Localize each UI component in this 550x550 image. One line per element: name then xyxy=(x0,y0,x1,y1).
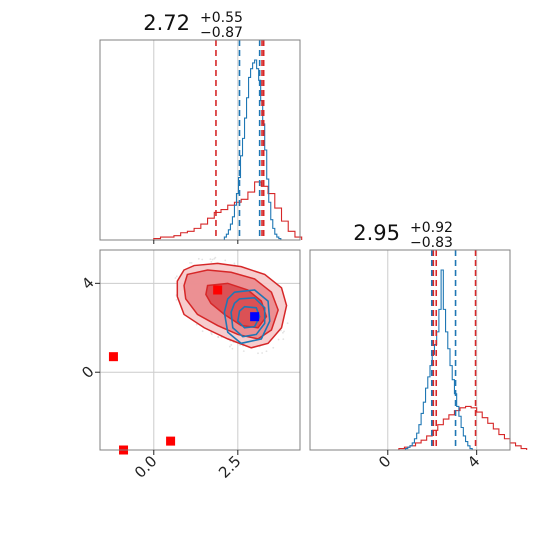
sample-point xyxy=(175,298,178,301)
histogram-red xyxy=(387,405,528,451)
blue-contour xyxy=(230,296,266,338)
sample-point xyxy=(282,331,284,334)
sample-point xyxy=(257,352,259,355)
param1-title-plus: +0.55 xyxy=(200,10,243,26)
sample-point xyxy=(189,261,191,264)
x-tick-label: 0.0 xyxy=(131,452,161,482)
x-tick-label: 2.5 xyxy=(215,452,245,482)
sample-point xyxy=(272,346,275,349)
sample-point xyxy=(261,352,264,354)
sample-point xyxy=(282,338,285,341)
histogram-blue xyxy=(223,59,282,240)
marker-marker_red xyxy=(213,285,223,295)
sample-point xyxy=(210,333,213,336)
sample-point xyxy=(283,330,285,333)
sample-point xyxy=(242,350,245,352)
sample-point xyxy=(265,350,268,353)
y-tick-label: 0 xyxy=(78,362,97,381)
sample-point xyxy=(217,335,219,338)
sample-point xyxy=(201,330,204,333)
sample-point xyxy=(229,345,231,348)
sample-point xyxy=(214,256,217,259)
sample-point xyxy=(174,277,177,279)
histogram-red xyxy=(100,181,303,241)
marginal-panel-param1: 2.72 +0.55 −0.87 xyxy=(99,10,303,241)
sample-point xyxy=(210,332,212,334)
sample-point xyxy=(201,258,204,261)
sample-point xyxy=(190,261,193,264)
y-tick-label: 4 xyxy=(78,274,97,293)
sample-point xyxy=(195,323,198,326)
sample-point xyxy=(209,258,212,261)
joint-panel: 0.0 2.5 0 4 xyxy=(78,249,301,482)
marginal-panel-param2: 2.95 +0.92 −0.83 0 4 xyxy=(309,220,528,472)
param2-title-minus: −0.83 xyxy=(410,235,453,251)
param2-title: 2.95 xyxy=(353,221,400,245)
sample-point xyxy=(224,259,227,262)
x-tick-label: 4 xyxy=(464,452,483,471)
sample-point xyxy=(286,322,289,325)
x-tick-label: 0 xyxy=(375,452,394,471)
sample-point xyxy=(210,261,213,263)
sample-point xyxy=(175,275,178,278)
sample-point xyxy=(230,344,233,346)
marker-marker_blue xyxy=(250,312,260,322)
param1-title-minus: −0.87 xyxy=(200,25,243,41)
sample-point xyxy=(277,338,280,341)
blue-contour xyxy=(236,305,261,329)
blue-contour xyxy=(223,289,271,345)
param2-title-plus: +0.92 xyxy=(410,220,453,236)
sample-point xyxy=(197,257,200,260)
param1-title: 2.72 xyxy=(143,11,190,35)
marker-marker_red xyxy=(166,436,176,446)
marker-marker_red xyxy=(108,352,118,362)
sample-point xyxy=(233,262,236,265)
sample-point xyxy=(231,347,234,350)
histogram-blue xyxy=(405,269,473,450)
sample-point xyxy=(211,258,214,261)
